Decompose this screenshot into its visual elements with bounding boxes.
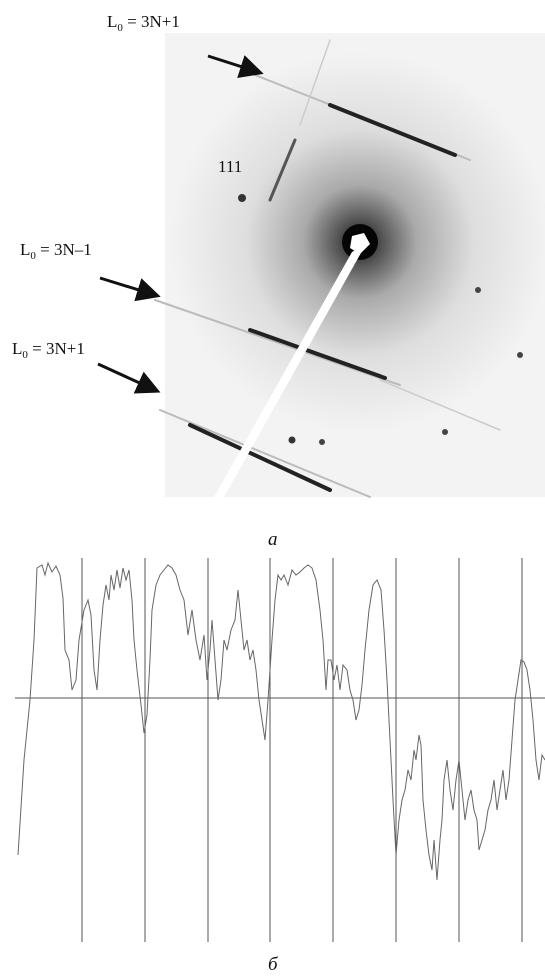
label-subscript: 0 — [117, 22, 123, 34]
panel-label: б — [268, 954, 279, 975]
profile — [15, 558, 545, 942]
panel-label: a — [268, 529, 278, 550]
layer-label: L0 = 3N+1 — [12, 339, 85, 361]
label-text: = 3N+1 — [123, 12, 180, 31]
arrow — [207, 54, 264, 78]
label-subscript: 0 — [30, 250, 36, 262]
label-symbol: L — [107, 12, 117, 31]
label-text: = 3N–1 — [36, 240, 92, 259]
layer-label: L0 = 3N+1 — [107, 12, 180, 34]
label-subscript: 0 — [22, 349, 28, 361]
reflection-label: 111 — [218, 157, 242, 176]
layer-label: L0 = 3N–1 — [20, 240, 92, 262]
arrow — [99, 276, 161, 302]
diffraction-image — [154, 33, 545, 498]
label-symbol: L — [12, 339, 22, 358]
arrow — [97, 362, 161, 394]
label-text: = 3N+1 — [28, 339, 85, 358]
label-symbol: L — [20, 240, 30, 259]
